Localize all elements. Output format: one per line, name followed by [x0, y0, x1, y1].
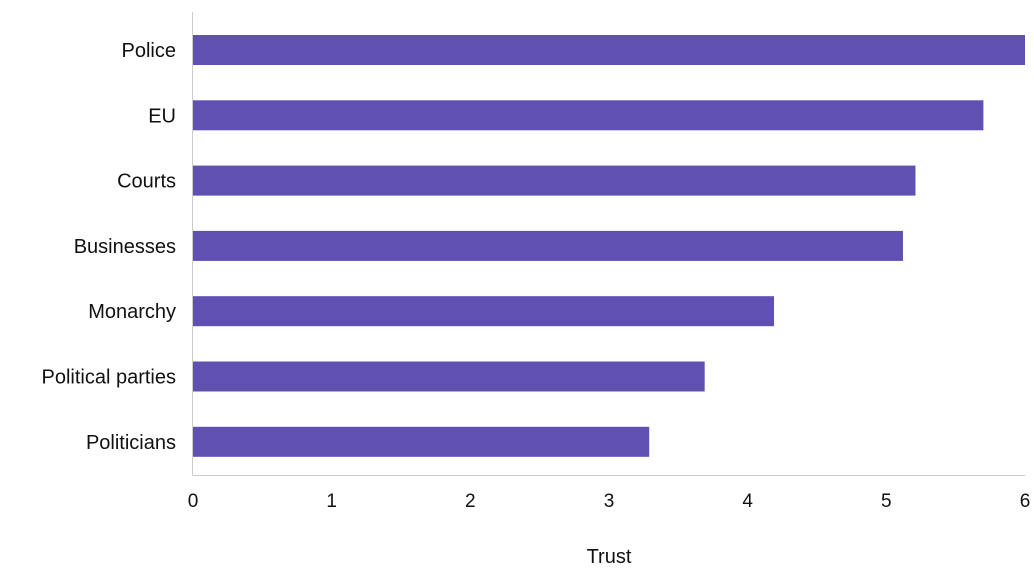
- x-tick-label: 0: [188, 491, 199, 512]
- bar-police: [193, 35, 1025, 65]
- category-label: Political parties: [41, 367, 176, 389]
- bar-businesses: [193, 231, 903, 261]
- bar-politicians: [193, 427, 649, 457]
- category-label: Courts: [117, 171, 176, 193]
- bars-group: [193, 35, 1025, 457]
- category-label: EU: [148, 105, 176, 127]
- category-label: Politicians: [86, 432, 176, 454]
- x-tick-label: 1: [326, 491, 337, 512]
- x-tick-label: 6: [1020, 491, 1031, 512]
- x-axis-title: Trust: [587, 546, 632, 568]
- x-tick-labels: 0 1 2 3 4 5 6: [188, 491, 1031, 512]
- bar-courts: [193, 166, 915, 196]
- x-tick-label: 2: [465, 491, 476, 512]
- x-tick-label: 4: [742, 491, 753, 512]
- category-label: Police: [122, 40, 176, 62]
- bar-eu: [193, 100, 983, 130]
- category-label: Businesses: [74, 236, 176, 258]
- category-labels: Police EU Courts Businesses Monarchy Politica…: [41, 40, 176, 454]
- category-label: Monarchy: [88, 301, 176, 323]
- bar-political-parties: [193, 362, 705, 392]
- x-tick-label: 3: [604, 491, 615, 512]
- x-tick-label: 5: [881, 491, 892, 512]
- bar-monarchy: [193, 296, 774, 326]
